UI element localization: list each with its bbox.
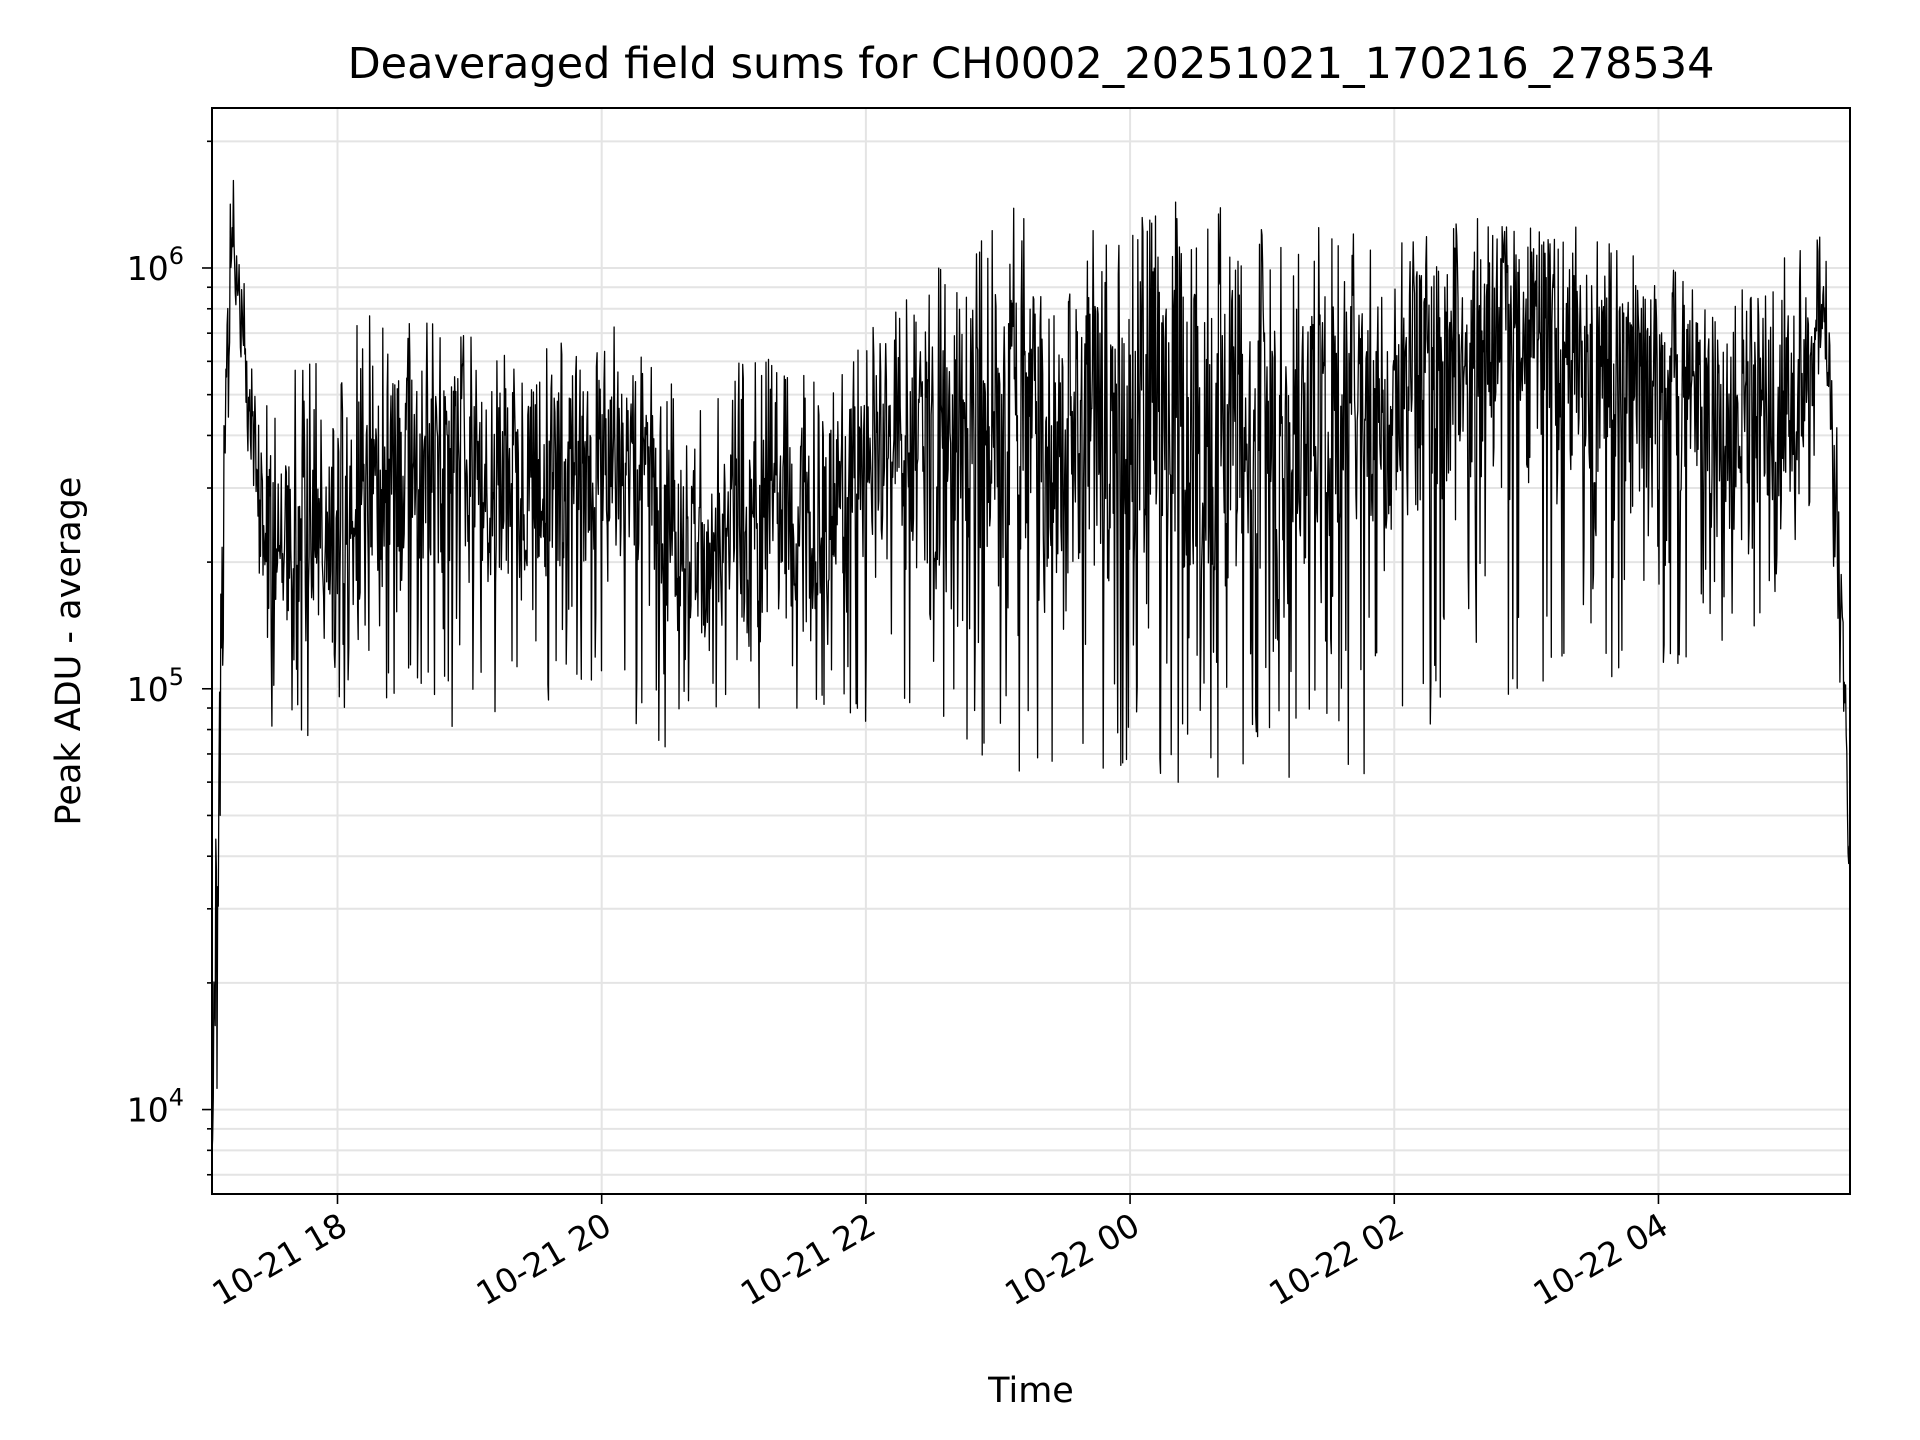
y-tick-base: 10: [127, 249, 169, 288]
x-axis-label: Time: [987, 1371, 1074, 1411]
y-tick-exponent: 5: [169, 663, 184, 691]
series-line: [211, 179, 1851, 1153]
y-tick-base: 10: [127, 1091, 169, 1130]
tick-marks: [202, 140, 1660, 1204]
series-layer: [211, 179, 1851, 1153]
y-tick-exponent: 6: [169, 242, 184, 270]
y-tick-base: 10: [127, 670, 169, 709]
y-tick-label: 104: [127, 1084, 184, 1130]
y-axis-label: Peak ADU - average: [49, 477, 89, 826]
plot-frame: [211, 107, 1851, 1195]
y-tick-label: 105: [127, 663, 184, 709]
y-tick-label: 106: [127, 242, 184, 288]
chart-title: Deaveraged field sums for CH0002_2025102…: [348, 39, 1715, 89]
y-tick-exponent: 4: [169, 1084, 184, 1112]
